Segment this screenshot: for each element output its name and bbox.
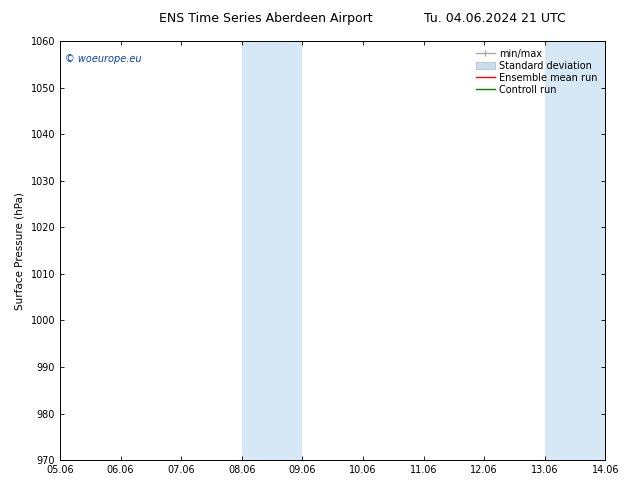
Bar	[545, 41, 605, 460]
Bar	[242, 41, 302, 460]
Text: ENS Time Series Aberdeen Airport: ENS Time Series Aberdeen Airport	[160, 12, 373, 25]
Text: © woeurope.eu: © woeurope.eu	[65, 53, 142, 64]
Text: Tu. 04.06.2024 21 UTC: Tu. 04.06.2024 21 UTC	[424, 12, 566, 25]
Legend: min/max, Standard deviation, Ensemble mean run, Controll run: min/max, Standard deviation, Ensemble me…	[473, 46, 600, 98]
Y-axis label: Surface Pressure (hPa): Surface Pressure (hPa)	[15, 192, 25, 310]
